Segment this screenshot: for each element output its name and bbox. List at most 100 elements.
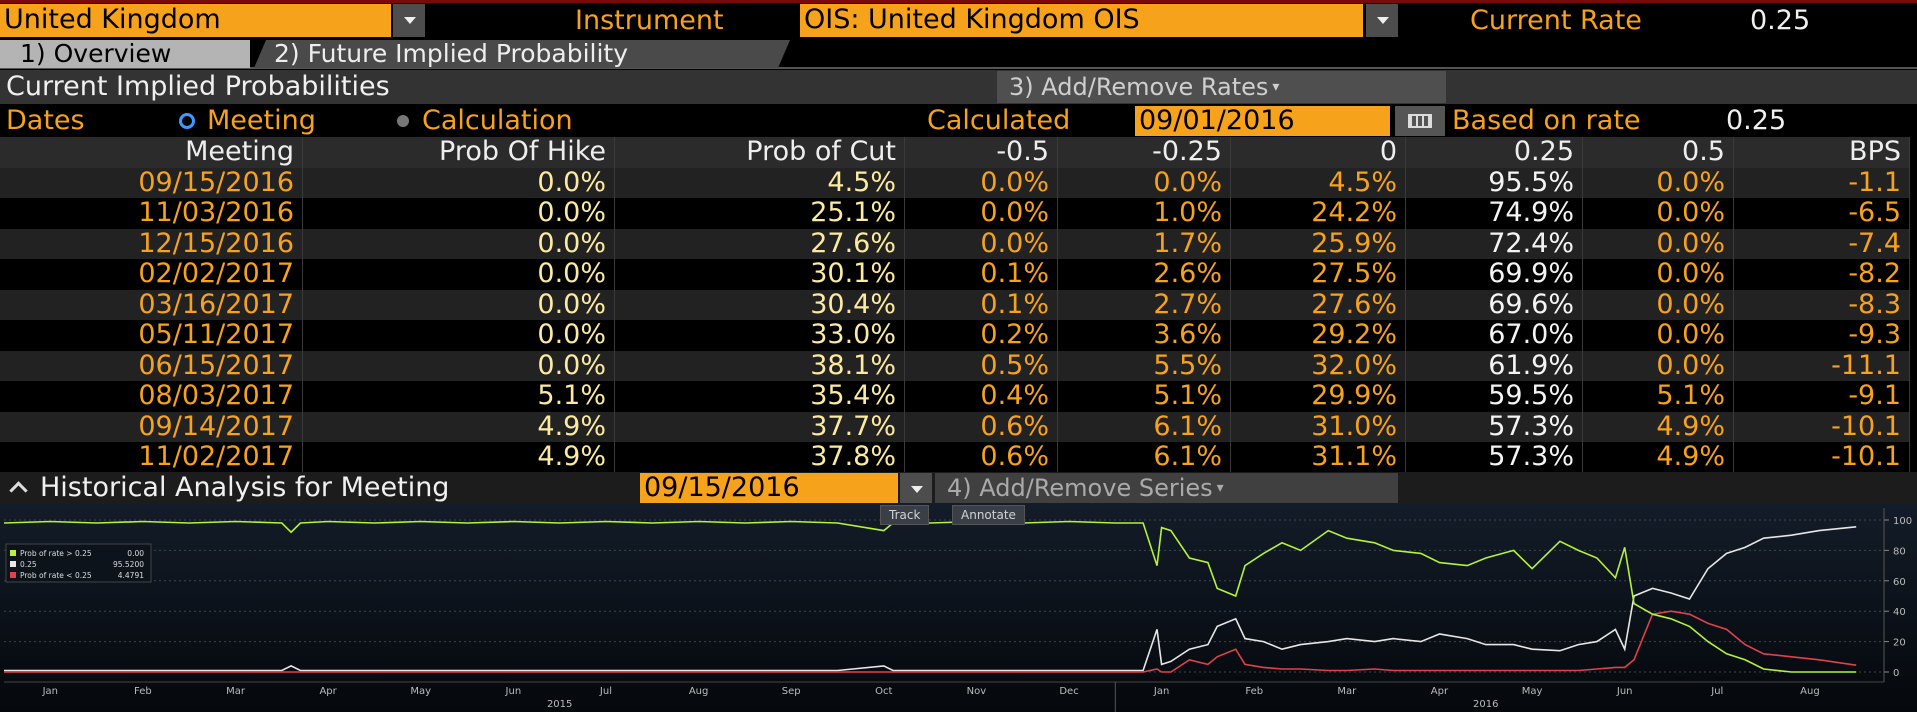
track-button[interactable]: Track: [880, 505, 930, 525]
table-row: 06/15/2017 0.0% 38.1% 0.5% 5.5% 32.0% 61.9% 0.0…: [0, 350, 1910, 381]
calendar-button[interactable]: [1395, 106, 1445, 136]
annotate-button[interactable]: Annotate: [952, 505, 1025, 525]
y-tick-label: 20: [1893, 638, 1906, 649]
table-cell: 33.0%: [615, 320, 905, 351]
table-cell: 74.9%: [1406, 198, 1583, 229]
legend-value: 0.00: [127, 549, 144, 558]
table-cell: 32.0%: [1231, 350, 1406, 381]
table-cell: 67.0%: [1406, 320, 1583, 351]
table-cell: 3.6%: [1058, 320, 1231, 351]
meeting-dropdown[interactable]: [900, 473, 932, 503]
x-tick-label: Aug: [1800, 686, 1820, 697]
table-cell: 12/15/2016: [0, 228, 303, 259]
meeting-date[interactable]: 09/15/2016: [640, 473, 898, 503]
table-cell: 09/14/2017: [0, 411, 303, 442]
y-tick-label: 80: [1893, 546, 1906, 557]
table-cell: 31.0%: [1231, 411, 1406, 442]
table-cell: 0.0%: [303, 320, 615, 351]
table-cell: 0.0%: [1583, 320, 1734, 351]
instrument-select[interactable]: OIS: United Kingdom OIS: [800, 4, 1363, 37]
table-cell: 0.1%: [905, 289, 1058, 320]
table-cell: 0.0%: [905, 198, 1058, 229]
country-select[interactable]: United Kingdom: [0, 4, 391, 37]
tab[interactable]: 2) Future Implied Probability: [254, 40, 790, 68]
table-cell: 27.6%: [1231, 289, 1406, 320]
calculated-date[interactable]: 09/01/2016: [1135, 106, 1390, 136]
legend-swatch: [10, 550, 16, 556]
x-tick-label: Apr: [1431, 686, 1449, 697]
x-tick-label: Apr: [319, 686, 337, 697]
table-cell: 06/15/2017: [0, 350, 303, 381]
chart-background: [0, 504, 1917, 712]
table-cell: 38.1%: [615, 350, 905, 381]
table-cell: 4.5%: [1231, 167, 1406, 198]
table-cell: 31.1%: [1231, 442, 1406, 473]
calculated-label: Calculated: [927, 105, 1071, 136]
y-tick-label: 100: [1893, 516, 1912, 527]
radio-label[interactable]: Meeting: [207, 105, 316, 136]
table-row: 12/15/2016 0.0% 27.6% 0.0% 1.7% 25.9% 72.4% 0.0…: [0, 228, 1910, 259]
table-cell: 5.1%: [1583, 381, 1734, 412]
table-cell: 4.9%: [1583, 411, 1734, 442]
table-cell: 0.0%: [303, 167, 615, 198]
probability-table: Meeting Prob Of Hike Prob of Cut -0.5 -0.25 0…: [0, 137, 1910, 473]
add-remove-rates[interactable]: 3) Add/Remove Rates: [997, 71, 1446, 103]
table-cell: 30.1%: [615, 259, 905, 290]
table-cell: 2.6%: [1058, 259, 1231, 290]
tab[interactable]: 1) Overview: [0, 40, 250, 68]
panel-title: Current Implied Probabilities: [6, 71, 390, 102]
table-cell: 5.1%: [1058, 381, 1231, 412]
legend-value: 95.5200: [113, 560, 144, 569]
x-tick-label: Oct: [875, 686, 892, 697]
panel-bar: [0, 70, 1917, 104]
x-tick-label: Mar: [226, 686, 246, 697]
table-cell: 6.1%: [1058, 442, 1231, 473]
table-cell: 0.0%: [1058, 167, 1231, 198]
table-cell: 0.0%: [905, 228, 1058, 259]
x-tick-label: Jun: [1616, 686, 1633, 697]
table-cell: 0.0%: [905, 167, 1058, 198]
table-cell: 0.2%: [905, 320, 1058, 351]
instrument-label: Instrument: [575, 5, 724, 36]
instrument-dropdown[interactable]: [1366, 4, 1398, 37]
table-row: 02/02/2017 0.0% 30.1% 0.1% 2.6% 27.5% 69.9% 0.0…: [0, 259, 1910, 290]
table-cell: 02/02/2017: [0, 259, 303, 290]
table-cell: 30.4%: [615, 289, 905, 320]
table-cell: 4.9%: [303, 442, 615, 473]
radio[interactable]: [397, 115, 409, 127]
column-header: -0.5: [905, 137, 1058, 168]
based-on-rate-label: Based on rate: [1452, 105, 1641, 136]
x-tick-label: Jan: [42, 686, 58, 697]
table-cell: 11/03/2016: [0, 198, 303, 229]
table-cell: -7.4: [1734, 228, 1910, 259]
table-cell: 37.7%: [615, 411, 905, 442]
table-cell: 2.7%: [1058, 289, 1231, 320]
table-cell: 0.0%: [303, 259, 615, 290]
table-row: 03/16/2017 0.0% 30.4% 0.1% 2.7% 27.6% 69.6% 0.0…: [0, 289, 1910, 320]
table-cell: -8.2: [1734, 259, 1910, 290]
table-cell: 95.5%: [1406, 167, 1583, 198]
x-tick-label: Jun: [505, 686, 522, 697]
table-cell: 0.0%: [1583, 167, 1734, 198]
radio-label[interactable]: Calculation: [422, 105, 573, 136]
column-header: BPS: [1734, 137, 1910, 168]
radio-selected[interactable]: [179, 113, 195, 129]
table-cell: 09/15/2016: [0, 167, 303, 198]
table-cell: 11/02/2017: [0, 442, 303, 473]
table-cell: 08/03/2017: [0, 381, 303, 412]
add-remove-series[interactable]: 4) Add/Remove Series: [935, 473, 1398, 503]
table-cell: 25.9%: [1231, 228, 1406, 259]
table-cell: 61.9%: [1406, 350, 1583, 381]
table-row: 11/02/2017 4.9% 37.8% 0.6% 6.1% 31.1% 57.3% 4.9…: [0, 442, 1910, 473]
table-cell: -1.1: [1734, 167, 1910, 198]
country-dropdown[interactable]: [393, 4, 425, 37]
table-cell: 0.0%: [303, 350, 615, 381]
table-row: 11/03/2016 0.0% 25.1% 0.0% 1.0% 24.2% 74.9% 0.0…: [0, 198, 1910, 229]
column-header: 0: [1231, 137, 1406, 168]
tab-underline: [0, 67, 1917, 69]
series-line: [3, 520, 1857, 673]
table-cell: -9.3: [1734, 320, 1910, 351]
column-header: Prob of Cut: [615, 137, 905, 168]
table-cell: 0.6%: [905, 442, 1058, 473]
series-line: [4, 610, 1857, 673]
